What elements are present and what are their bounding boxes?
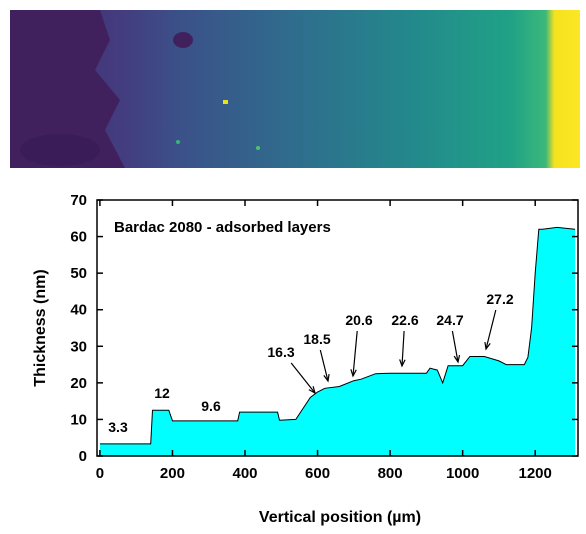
y-tick-label: 50 bbox=[70, 265, 87, 282]
y-tick-label: 30 bbox=[70, 338, 87, 355]
annotation: 24.7 bbox=[436, 312, 463, 328]
y-tick-label: 40 bbox=[70, 302, 87, 319]
annotation-arrow bbox=[486, 310, 496, 349]
thickness-map bbox=[10, 10, 580, 168]
x-tick-label: 1200 bbox=[519, 465, 552, 482]
x-tick-label: 800 bbox=[378, 465, 403, 482]
x-tick-label: 1000 bbox=[446, 465, 479, 482]
y-axis-label: Thickness (nm) bbox=[32, 269, 49, 386]
annotation: 16.3 bbox=[267, 344, 294, 360]
area-fill bbox=[100, 227, 575, 456]
x-tick-label: 400 bbox=[232, 465, 257, 482]
figure: Bardac 2080 - adsorbed layers Vertical p… bbox=[0, 0, 586, 529]
y-tick-label: 20 bbox=[70, 375, 87, 392]
x-axis-label: Vertical position (µm) bbox=[259, 509, 421, 526]
annotation: 9.6 bbox=[201, 398, 221, 414]
y-tick-label: 70 bbox=[70, 192, 87, 209]
annotation-arrow bbox=[402, 331, 404, 366]
x-tick-label: 600 bbox=[305, 465, 330, 482]
annotation-arrow bbox=[291, 363, 315, 393]
annotation: 12 bbox=[154, 385, 170, 401]
annotation-arrow bbox=[353, 331, 357, 376]
page: {"chart_data": {"type": "area", "title":… bbox=[0, 0, 586, 534]
x-tick-label: 0 bbox=[96, 465, 104, 482]
annotation: 27.2 bbox=[486, 291, 513, 307]
y-tick-label: 60 bbox=[70, 229, 87, 246]
chart-title: Bardac 2080 - adsorbed layers bbox=[114, 219, 331, 236]
x-tick-label: 200 bbox=[160, 465, 185, 482]
annotation: 3.3 bbox=[108, 419, 128, 435]
y-tick-label: 0 bbox=[79, 448, 87, 465]
annotation: 18.5 bbox=[303, 331, 330, 347]
y-tick-label: 10 bbox=[70, 411, 87, 428]
annotation: 22.6 bbox=[391, 312, 418, 328]
annotation: 20.6 bbox=[345, 312, 372, 328]
